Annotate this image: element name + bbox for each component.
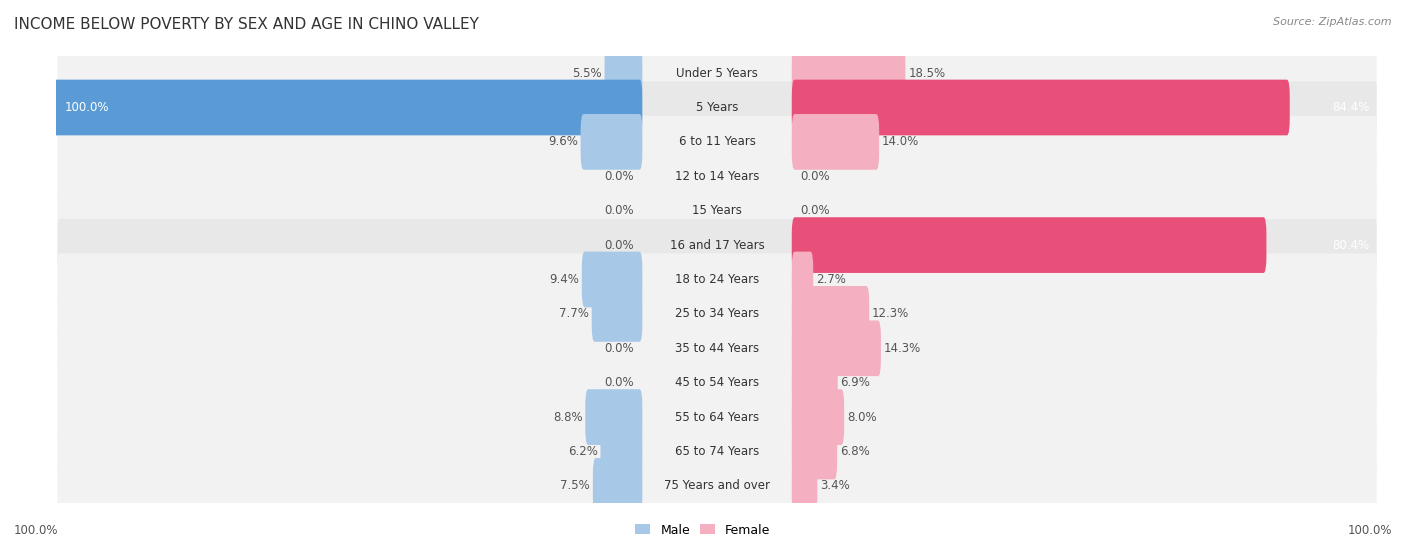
FancyBboxPatch shape	[792, 79, 1289, 135]
FancyBboxPatch shape	[58, 357, 1376, 409]
Text: 3.4%: 3.4%	[820, 480, 851, 492]
Text: 12.3%: 12.3%	[872, 307, 910, 320]
Text: 100.0%: 100.0%	[14, 524, 59, 537]
FancyBboxPatch shape	[792, 286, 869, 342]
FancyBboxPatch shape	[582, 252, 643, 307]
FancyBboxPatch shape	[792, 355, 838, 410]
Text: 35 to 44 Years: 35 to 44 Years	[675, 342, 759, 355]
FancyBboxPatch shape	[581, 114, 643, 170]
Legend: Male, Female: Male, Female	[630, 519, 776, 542]
FancyBboxPatch shape	[58, 425, 1376, 477]
FancyBboxPatch shape	[58, 219, 1376, 271]
Text: 0.0%: 0.0%	[605, 170, 634, 183]
Text: 9.6%: 9.6%	[548, 135, 578, 148]
FancyBboxPatch shape	[600, 424, 643, 480]
Text: 84.4%: 84.4%	[1331, 101, 1369, 114]
Text: 7.5%: 7.5%	[560, 480, 591, 492]
Text: 5.5%: 5.5%	[572, 67, 602, 79]
Text: 100.0%: 100.0%	[65, 101, 110, 114]
Text: 45 to 54 Years: 45 to 54 Years	[675, 376, 759, 389]
FancyBboxPatch shape	[585, 389, 643, 445]
Text: 12 to 14 Years: 12 to 14 Years	[675, 170, 759, 183]
FancyBboxPatch shape	[58, 184, 1376, 237]
Text: 80.4%: 80.4%	[1331, 239, 1369, 252]
Text: 14.0%: 14.0%	[882, 135, 920, 148]
Text: 8.0%: 8.0%	[846, 411, 877, 424]
Text: 55 to 64 Years: 55 to 64 Years	[675, 411, 759, 424]
FancyBboxPatch shape	[792, 458, 817, 514]
Text: Source: ZipAtlas.com: Source: ZipAtlas.com	[1274, 17, 1392, 27]
Text: 25 to 34 Years: 25 to 34 Years	[675, 307, 759, 320]
FancyBboxPatch shape	[58, 150, 1376, 202]
Text: 18.5%: 18.5%	[908, 67, 945, 79]
Text: 100.0%: 100.0%	[1347, 524, 1392, 537]
Text: 0.0%: 0.0%	[800, 204, 830, 217]
Text: 14.3%: 14.3%	[884, 342, 921, 355]
Text: 6.9%: 6.9%	[841, 376, 870, 389]
Text: 16 and 17 Years: 16 and 17 Years	[669, 239, 765, 252]
FancyBboxPatch shape	[792, 45, 905, 101]
FancyBboxPatch shape	[593, 458, 643, 514]
Text: 9.4%: 9.4%	[548, 273, 579, 286]
Text: 15 Years: 15 Years	[692, 204, 742, 217]
Text: 6.8%: 6.8%	[839, 445, 870, 458]
FancyBboxPatch shape	[58, 82, 1376, 134]
FancyBboxPatch shape	[58, 391, 1376, 443]
Text: INCOME BELOW POVERTY BY SEX AND AGE IN CHINO VALLEY: INCOME BELOW POVERTY BY SEX AND AGE IN C…	[14, 17, 479, 32]
FancyBboxPatch shape	[792, 252, 813, 307]
Text: 0.0%: 0.0%	[605, 342, 634, 355]
FancyBboxPatch shape	[53, 79, 643, 135]
Text: 18 to 24 Years: 18 to 24 Years	[675, 273, 759, 286]
Text: 7.7%: 7.7%	[560, 307, 589, 320]
Text: 65 to 74 Years: 65 to 74 Years	[675, 445, 759, 458]
Text: 5 Years: 5 Years	[696, 101, 738, 114]
Text: 0.0%: 0.0%	[800, 170, 830, 183]
Text: 6 to 11 Years: 6 to 11 Years	[679, 135, 755, 148]
Text: 0.0%: 0.0%	[605, 376, 634, 389]
FancyBboxPatch shape	[792, 320, 882, 376]
Text: 6.2%: 6.2%	[568, 445, 598, 458]
FancyBboxPatch shape	[58, 47, 1376, 100]
FancyBboxPatch shape	[792, 424, 837, 480]
FancyBboxPatch shape	[58, 322, 1376, 375]
FancyBboxPatch shape	[58, 459, 1376, 512]
FancyBboxPatch shape	[58, 253, 1376, 306]
FancyBboxPatch shape	[592, 286, 643, 342]
Text: 2.7%: 2.7%	[815, 273, 846, 286]
FancyBboxPatch shape	[792, 114, 879, 170]
FancyBboxPatch shape	[58, 116, 1376, 168]
Text: 8.8%: 8.8%	[553, 411, 582, 424]
FancyBboxPatch shape	[792, 389, 844, 445]
Text: 0.0%: 0.0%	[605, 204, 634, 217]
Text: Under 5 Years: Under 5 Years	[676, 67, 758, 79]
Text: 0.0%: 0.0%	[605, 239, 634, 252]
FancyBboxPatch shape	[58, 288, 1376, 340]
Text: 75 Years and over: 75 Years and over	[664, 480, 770, 492]
FancyBboxPatch shape	[605, 45, 643, 101]
FancyBboxPatch shape	[792, 217, 1267, 273]
